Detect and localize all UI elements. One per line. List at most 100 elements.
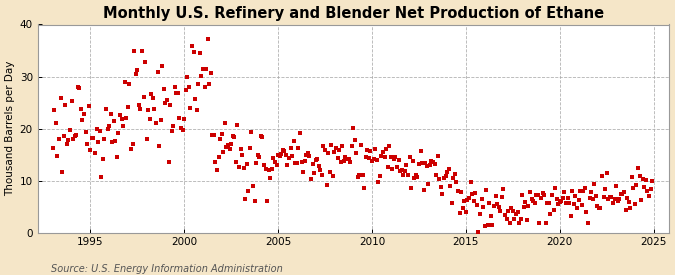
Point: [421, 164, 432, 169]
Point: [589, 181, 599, 186]
Point: [446, 201, 457, 206]
Point: [333, 148, 344, 153]
Point: [598, 195, 609, 199]
Point: [86, 136, 97, 141]
Point: [616, 192, 626, 196]
Title: Monthly U.S. Refinery and Blender Net Production of Ethane: Monthly U.S. Refinery and Blender Net Pr…: [103, 6, 603, 21]
Point: [119, 80, 130, 84]
Point: [122, 105, 133, 110]
Point: [384, 144, 395, 148]
Point: [327, 174, 338, 178]
Point: [92, 140, 103, 144]
Point: [209, 133, 219, 137]
Point: [623, 200, 634, 205]
Point: [61, 142, 72, 146]
Point: [58, 134, 69, 138]
Point: [562, 196, 573, 200]
Point: [345, 160, 356, 164]
Point: [434, 177, 445, 181]
Point: [318, 143, 329, 148]
Point: [487, 223, 498, 228]
Point: [324, 170, 335, 174]
Point: [567, 188, 578, 193]
Point: [109, 119, 119, 123]
Point: [152, 70, 163, 74]
Point: [529, 201, 540, 205]
Point: [237, 153, 248, 158]
Point: [566, 214, 576, 218]
Point: [605, 194, 616, 199]
Point: [337, 144, 348, 148]
Point: [512, 210, 523, 214]
Point: [426, 159, 437, 163]
Point: [230, 160, 241, 165]
Point: [249, 198, 260, 203]
Point: [72, 85, 83, 89]
Point: [593, 206, 604, 210]
Point: [468, 199, 479, 204]
Point: [288, 139, 299, 143]
Point: [76, 107, 86, 111]
Point: [340, 155, 351, 159]
Point: [351, 151, 362, 155]
Point: [217, 132, 227, 136]
Point: [548, 208, 559, 212]
Point: [101, 107, 111, 112]
Point: [105, 111, 116, 116]
Point: [416, 161, 427, 165]
Point: [218, 150, 229, 154]
Point: [543, 200, 554, 205]
Point: [630, 201, 641, 206]
Point: [376, 154, 387, 158]
Point: [572, 205, 583, 210]
Point: [129, 48, 140, 53]
Point: [184, 85, 194, 89]
Point: [387, 167, 398, 171]
Point: [440, 174, 451, 178]
Point: [223, 143, 234, 147]
Point: [176, 126, 186, 130]
Point: [637, 177, 648, 181]
Point: [553, 202, 564, 206]
Point: [645, 187, 656, 191]
Point: [149, 107, 160, 112]
Point: [354, 173, 365, 177]
Point: [146, 92, 157, 96]
Point: [301, 153, 312, 157]
Point: [576, 203, 587, 208]
Point: [385, 155, 396, 159]
Point: [534, 220, 545, 225]
Point: [252, 153, 263, 157]
Point: [124, 82, 135, 87]
Point: [597, 174, 608, 178]
Point: [540, 221, 551, 225]
Point: [265, 175, 275, 180]
Point: [478, 205, 489, 210]
Point: [620, 208, 631, 212]
Point: [425, 163, 435, 167]
Point: [320, 147, 331, 152]
Point: [296, 160, 307, 164]
Point: [174, 116, 185, 120]
Point: [423, 182, 434, 187]
Point: [99, 137, 110, 141]
Point: [163, 160, 174, 164]
Point: [290, 161, 300, 165]
Point: [490, 194, 501, 198]
Point: [435, 185, 446, 189]
Point: [592, 204, 603, 208]
Point: [199, 85, 210, 90]
Point: [51, 121, 61, 125]
Point: [558, 196, 568, 200]
Point: [573, 197, 584, 202]
Point: [243, 189, 254, 193]
Point: [254, 154, 265, 159]
Point: [428, 160, 439, 164]
Point: [570, 194, 581, 198]
Point: [357, 173, 368, 177]
Point: [96, 175, 107, 180]
Point: [475, 212, 485, 216]
Point: [287, 154, 298, 158]
Point: [127, 142, 138, 146]
Point: [70, 133, 80, 138]
